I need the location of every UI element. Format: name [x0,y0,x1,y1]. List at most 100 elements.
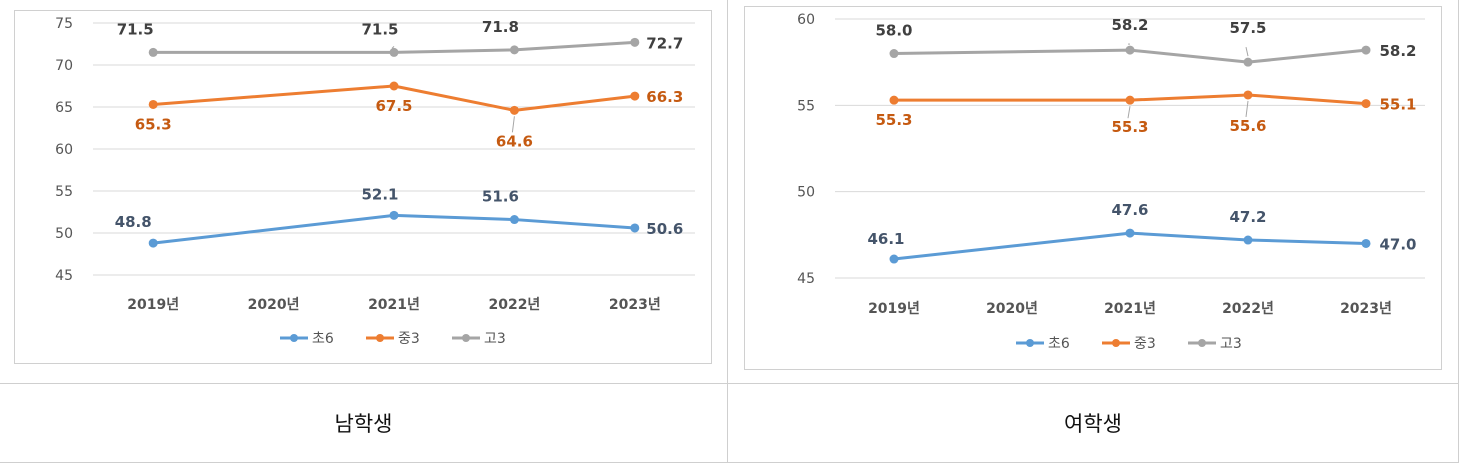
legend-marker-m3 [376,334,384,342]
data-label-m3: 55.6 [1229,117,1266,135]
chart-male: 45 50 55 60 65 70 75 2019년 2020년 2021년 2022년 2023년 4… [55,16,695,347]
legend: 초6 중3 고3 [280,331,506,347]
data-label-s6: 48.8 [115,213,152,231]
legend-label-s6: 초6 [1048,336,1070,352]
data-label-h3: 57.5 [1229,19,1266,37]
series-line-h3 [153,40,635,54]
data-point-m3 [889,95,899,105]
data-point-s6 [1125,228,1135,238]
data-label-s6: 47.2 [1229,208,1266,226]
x-tick-label: 2022년 [1222,301,1274,317]
legend-marker-s6 [1026,339,1034,347]
x-tick-label: 2021년 [1104,301,1156,317]
chart-female-container: 45 50 55 60 2019년 2020년 2021년 2022년 2023년 46.1 47.… [744,6,1442,370]
data-label-m3: 65.3 [135,115,172,133]
data-point-h3 [389,47,399,57]
data-point-h3 [630,37,640,47]
y-tick-label: 60 [55,142,73,158]
caption-female: 여학생 [1064,412,1122,436]
leader-line [511,116,515,133]
data-point-s6 [1243,235,1253,245]
y-tick-label: 50 [797,185,815,201]
y-tick-label: 55 [797,98,815,114]
legend-marker-h3 [1198,339,1206,347]
data-label-h3: 71.8 [482,18,519,36]
data-point-h3 [1361,45,1371,55]
row-divider [0,383,1458,384]
data-label-s6: 47.6 [1111,201,1148,219]
data-point-s6 [889,254,899,264]
x-tick-label: 2023년 [1340,301,1392,317]
data-point-h3 [889,49,899,59]
y-tick-label: 45 [797,271,815,287]
x-tick-label: 2020년 [986,301,1038,317]
legend-marker-s6 [290,334,298,342]
data-point-h3 [1125,45,1135,55]
y-tick-label: 70 [55,58,73,74]
data-label-m3: 55.3 [1111,118,1148,136]
chart-male-container: 45 50 55 60 65 70 75 2019년 2020년 2021년 2022년 2023년 4… [14,10,712,364]
data-label-m3: 55.3 [875,111,912,129]
series-line-m3 [894,93,1367,106]
y-tick-label: 75 [55,16,73,32]
data-point-h3 [1243,57,1253,67]
y-tick-label: 45 [55,268,73,284]
leader-line [1245,47,1249,57]
data-point-m3 [509,105,519,115]
series-line-s6 [893,231,1367,261]
x-tick-label: 2020년 [248,297,300,313]
series-line-m3 [153,84,635,112]
legend-label-m3: 중3 [1134,336,1156,352]
data-point-s6 [148,238,158,248]
legend-marker-h3 [462,334,470,342]
legend: 초6 중3 고3 [1016,336,1242,352]
x-tick-label: 2021년 [368,297,420,313]
x-tick-label: 2022년 [488,297,540,313]
data-point-h3 [148,47,158,57]
data-label-m3: 55.1 [1379,96,1416,114]
chart-female: 45 50 55 60 2019년 2020년 2021년 2022년 2023년 46.1 47.… [797,12,1425,352]
legend-label-s6: 초6 [312,331,334,347]
data-label-m3: 66.3 [646,88,683,106]
y-tick-label: 65 [55,100,73,116]
x-tick-label: 2023년 [609,297,661,313]
data-label-h3: 71.5 [361,20,398,38]
data-label-h3: 72.7 [646,34,683,52]
y-tick-label: 55 [55,184,73,200]
data-label-h3: 71.5 [117,20,154,38]
data-label-s6: 51.6 [482,188,519,206]
data-point-s6 [630,223,640,233]
legend-label-h3: 고3 [484,331,506,347]
data-point-m3 [1243,90,1253,100]
y-tick-label: 60 [797,12,815,28]
data-label-s6: 46.1 [867,230,904,248]
column-divider [727,0,728,462]
legend-marker-m3 [1112,339,1120,347]
data-point-m3 [630,91,640,101]
x-tick-label: 2019년 [127,297,179,313]
data-point-s6 [509,215,519,225]
legend-label-h3: 고3 [1220,336,1242,352]
caption-male: 남학생 [334,412,393,436]
data-label-s6: 50.6 [646,220,683,238]
data-label-s6: 52.1 [361,185,398,203]
data-label-h3: 58.2 [1111,16,1148,34]
data-label-s6: 47.0 [1379,235,1416,253]
data-point-m3 [389,81,399,91]
data-label-m3: 67.5 [375,97,412,115]
data-label-h3: 58.2 [1379,42,1416,60]
leader-line [391,46,395,49]
series-line-h3 [893,48,1367,64]
legend-label-m3: 중3 [398,331,420,347]
data-point-s6 [1361,238,1371,248]
leader-line [1127,106,1131,119]
data-label-h3: 58.0 [875,22,912,40]
comparison-table: 45 50 55 60 65 70 75 2019년 2020년 2021년 2022년 2023년 4… [0,0,1459,463]
data-point-m3 [148,99,158,109]
data-point-h3 [509,45,519,55]
data-point-s6 [389,210,399,220]
leader-line [1245,100,1249,118]
series-line-s6 [153,213,635,245]
data-point-m3 [1361,99,1371,109]
data-label-m3: 64.6 [496,132,533,150]
